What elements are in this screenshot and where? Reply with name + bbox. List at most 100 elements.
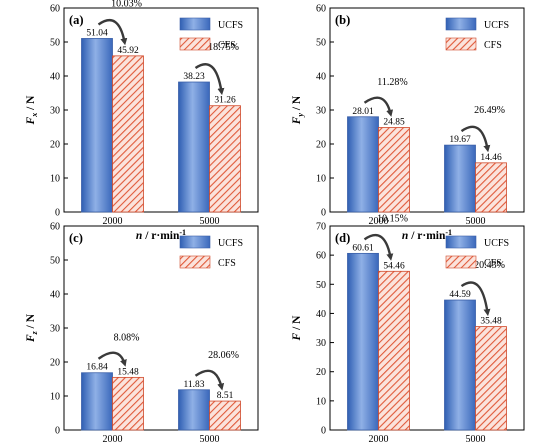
bar-cfs-5000 <box>475 162 507 213</box>
chart-panel-2: 0 10 20 30 40 50 60 Fy / N n / r·min-1 2000 28.01 2… <box>291 4 525 242</box>
bar-ucfs-5000 <box>444 299 476 431</box>
y-tick-label: 30 <box>316 106 326 117</box>
legend-swatch-ucfs <box>179 235 211 249</box>
reduction-arrow <box>194 369 225 391</box>
bar-value-label: 11.83 <box>183 380 204 390</box>
y-tick-label: 40 <box>316 72 326 83</box>
y-tick-label: 50 <box>316 280 326 291</box>
y-tick-label: 0 <box>55 208 60 219</box>
bar-ucfs-5000 <box>178 389 210 431</box>
bar-cfs-2000 <box>112 55 144 213</box>
panel-label: (c) <box>69 231 83 245</box>
bar-cfs-5000 <box>209 105 241 213</box>
bar-value-label: 24.85 <box>383 118 405 128</box>
bar-value-label: 15.48 <box>117 367 139 377</box>
reduction-label: 11.28% <box>377 77 407 88</box>
y-tick-label: 50 <box>50 38 60 49</box>
y-tick-label: 10 <box>316 396 326 407</box>
legend-swatch-ucfs <box>445 17 477 31</box>
y-axis-label: Fy / N <box>291 95 305 125</box>
panel-label: (d) <box>335 231 350 245</box>
bar-value-label: 35.48 <box>480 317 502 327</box>
bar-ucfs-2000 <box>81 38 113 213</box>
bar-cfs-2000 <box>378 127 410 213</box>
y-tick-label: 30 <box>316 338 326 349</box>
y-tick-label: 20 <box>50 358 60 369</box>
bar-value-label: 44.59 <box>449 290 471 300</box>
chart-panel-4: 0 10 20 30 40 50 60 70 F / N n / r·min-1 2000 60.61… <box>291 213 525 445</box>
legend-swatch-ucfs <box>179 17 211 31</box>
legend-label: CFS <box>218 258 236 269</box>
y-tick-label: 40 <box>50 72 60 83</box>
legend-label: UCFS <box>484 20 509 31</box>
bar-cfs-5000 <box>209 400 241 431</box>
legend-label: UCFS <box>484 238 509 249</box>
y-tick-label: 10 <box>316 174 326 185</box>
x-tick-label: 5000 <box>200 216 220 227</box>
y-tick-label: 20 <box>50 140 60 151</box>
bar-cfs-2000 <box>378 270 410 431</box>
plot-frame <box>329 225 525 431</box>
legend-swatch-cfs <box>445 255 477 269</box>
x-axis-label: n / r·min-1 <box>136 228 186 242</box>
legend-label: UCFS <box>218 238 243 249</box>
reduction-arrow <box>97 19 128 46</box>
reduction-arrow <box>363 96 394 117</box>
bar-value-label: 28.01 <box>352 107 374 117</box>
reduction-arrow <box>363 234 394 261</box>
bar-value-label: 14.46 <box>480 153 502 163</box>
x-tick-label: 2000 <box>369 434 389 445</box>
legend-swatch-cfs <box>179 37 211 51</box>
x-tick-label: 2000 <box>369 216 389 227</box>
reduction-label: 10.15% <box>377 213 408 224</box>
y-tick-label: 10 <box>50 174 60 185</box>
y-tick-label: 10 <box>50 392 60 403</box>
legend-label: UCFS <box>218 20 243 31</box>
x-tick-label: 5000 <box>200 434 220 445</box>
y-tick-label: 70 <box>316 222 326 233</box>
panel-label: (b) <box>335 13 350 27</box>
x-tick-label: 2000 <box>103 216 123 227</box>
panel-label: (a) <box>69 13 84 27</box>
reduction-arrow <box>97 351 127 367</box>
y-tick-label: 0 <box>321 426 326 437</box>
bar-value-label: 51.04 <box>86 28 108 38</box>
reduction-arrow <box>194 63 225 96</box>
reduction-label: 20.43% <box>474 260 505 271</box>
y-tick-label: 60 <box>50 4 60 15</box>
y-tick-label: 60 <box>50 222 60 233</box>
legend-swatch-cfs <box>179 255 211 269</box>
reduction-arrow <box>460 281 491 317</box>
reduction-label: 26.49% <box>474 105 505 116</box>
reduction-label: 10.03% <box>111 0 142 9</box>
y-tick-label: 60 <box>316 4 326 15</box>
y-tick-label: 20 <box>316 140 326 151</box>
chart-panel-3: 0 10 20 30 40 50 60 Fz / N n / r·min-1 2000 16.84 1… <box>25 222 259 445</box>
x-tick-label: 2000 <box>103 434 123 445</box>
y-tick-label: 30 <box>50 324 60 335</box>
bar-value-label: 8.51 <box>217 391 234 401</box>
bar-value-label: 60.61 <box>352 243 374 253</box>
y-tick-label: 30 <box>50 106 60 117</box>
bar-ucfs-5000 <box>444 144 476 213</box>
bar-value-label: 38.23 <box>183 72 205 82</box>
y-axis-label: Fx / N <box>25 95 39 126</box>
bar-ucfs-2000 <box>347 252 379 431</box>
bar-value-label: 31.26 <box>214 96 236 106</box>
bar-cfs-2000 <box>112 376 144 431</box>
y-tick-label: 0 <box>321 208 326 219</box>
reduction-label: 8.08% <box>114 333 140 344</box>
y-tick-label: 40 <box>316 309 326 320</box>
reduction-arrow <box>460 125 491 153</box>
y-axis-label: F / N <box>291 315 303 342</box>
y-axis-label: Fz / N <box>25 313 39 343</box>
bar-ucfs-2000 <box>81 372 113 431</box>
bar-value-label: 19.67 <box>449 135 471 145</box>
y-tick-label: 50 <box>316 38 326 49</box>
legend-swatch-ucfs <box>445 235 477 249</box>
legend-label: CFS <box>484 258 502 269</box>
bar-ucfs-5000 <box>178 81 210 213</box>
legend-swatch-cfs <box>445 37 477 51</box>
bar-cfs-5000 <box>475 326 507 431</box>
